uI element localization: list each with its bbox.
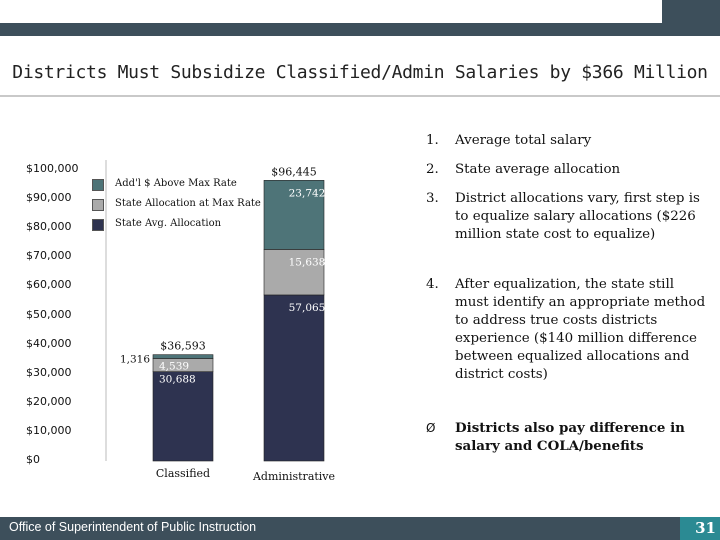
arrow-bullet-icon: Ø (426, 421, 436, 435)
y-tick-label: $60,000 (26, 278, 72, 292)
y-tick-label: $50,000 (26, 307, 72, 321)
footer-accent (680, 517, 720, 540)
legend-label: State Allocation at Max Rate (115, 198, 261, 209)
total-label-classified: $36,593 (160, 340, 206, 353)
header-band-dark (0, 23, 720, 36)
y-tick-label: $20,000 (26, 394, 72, 408)
point-2-text: State average allocation (455, 162, 621, 177)
total-label-administrative: $96,445 (271, 165, 317, 178)
point-5-text: Districts also pay difference in salary … (455, 420, 685, 454)
bar-administrative-0 (263, 294, 325, 462)
footer-bar: Office of Superintendent of Public Instr… (0, 517, 720, 540)
footer-text: Office of Superintendent of Public Instr… (9, 520, 257, 534)
data-label-classified-0: 30,688 (159, 374, 196, 386)
slide-title: Districts Must Subsidize Classified/Admi… (12, 62, 708, 83)
y-tick-label: $40,000 (26, 336, 72, 350)
bar-administrative-2 (263, 180, 325, 250)
y-tick-label: $30,000 (26, 365, 72, 379)
point-1-number: 1. (426, 133, 439, 148)
legend-swatch (92, 199, 104, 211)
bar-classified-2 (152, 354, 214, 359)
point-4-text: After equalization, the state still must… (455, 277, 706, 382)
data-label-administrative-2: 23,742 (289, 187, 326, 199)
data-label-classified-1: 4,539 (159, 360, 189, 372)
data-label-administrative-1: 15,638 (289, 256, 326, 268)
y-tick-label: $90,000 (26, 191, 72, 205)
legend-swatch (92, 219, 104, 231)
bar-administrative-1 (263, 249, 325, 296)
x-category-label: Classified (156, 467, 210, 480)
x-category-label: Administrative (252, 470, 335, 483)
point-4-number: 4. (426, 277, 439, 292)
title-divider (0, 95, 720, 97)
y-tick-label: $100,000 (26, 162, 79, 175)
y-tick-label: $80,000 (26, 220, 72, 234)
point-2-number: 2. (426, 162, 439, 177)
legend-swatch (92, 179, 104, 191)
data-label-administrative-0: 57,065 (289, 302, 326, 314)
page-number: 31 (695, 519, 716, 537)
y-tick-label: $0 (26, 453, 40, 466)
header-color-blocks (0, 0, 720, 24)
point-3-text: District allocations vary, first step is… (455, 191, 700, 242)
data-label-classified-2: 1,316 (120, 354, 150, 366)
bar-classified-0 (152, 371, 214, 462)
legend-label: State Avg. Allocation (115, 218, 222, 229)
y-tick-label: $70,000 (26, 249, 72, 263)
point-1-text: Average total salary (455, 133, 592, 148)
legend-label: Add'l $ Above Max Rate (115, 178, 237, 189)
point-3-number: 3. (426, 191, 439, 206)
y-tick-label: $10,000 (26, 423, 72, 437)
